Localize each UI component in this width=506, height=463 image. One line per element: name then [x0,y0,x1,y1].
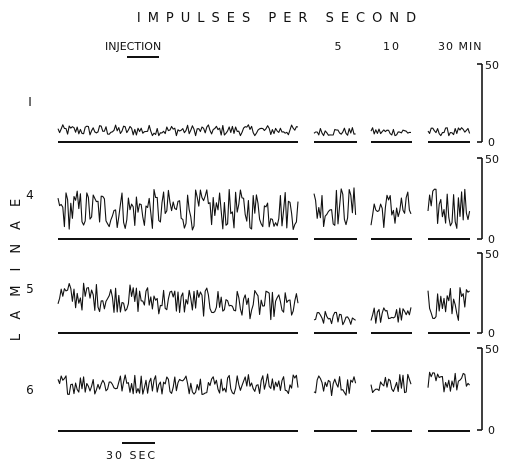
trace-4-seg0 [58,190,298,230]
trace-5-seg1 [314,311,356,324]
trace-4-seg1 [314,188,356,227]
y-axis-title: LAMINAE [9,185,24,341]
trace-4-seg2 [371,192,411,227]
row-label-5: 5 [26,282,34,296]
trace-6-seg1 [314,376,356,396]
trace-5-seg3 [428,288,470,321]
trace-5-seg0 [58,283,298,319]
traces-group: I 50 0 4 50 0 5 50 0 6 50 0 [26,59,499,437]
tick-label-50-5: 50 [485,248,499,261]
tick-label-50-4: 50 [485,153,499,166]
chart-title: IMPULSES PER SECOND [137,11,423,26]
tick-label-0-I: 0 [488,136,495,149]
row-label-6: 6 [26,383,34,397]
row-label-4: 4 [26,188,34,202]
trace-6-seg0 [58,374,298,394]
segment-label-injection: INJECTION [105,40,161,53]
tick-label-0-4: 0 [488,233,495,246]
trace-I-seg1 [314,128,356,136]
segment-label-30min: 30 MIN [438,40,482,53]
tick-label-0-5: 0 [488,327,495,340]
row-label-I: I [28,95,32,109]
trace-4-seg3 [428,189,470,228]
segment-label-5: 5 [335,40,342,53]
tick-label-50-I: 50 [485,59,499,72]
trace-I-seg3 [428,128,470,136]
trace-5-seg2 [371,307,411,323]
segment-label-10: 10 [383,40,401,53]
tick-label-50-6: 50 [485,343,499,356]
trace-6-seg3 [428,372,470,392]
trace-6-seg2 [371,374,411,392]
trace-I-seg2 [371,128,411,136]
scale-bar-label: 30 SEC [106,449,157,462]
tick-label-0-6: 0 [488,424,495,437]
trace-I-seg0 [58,125,298,136]
